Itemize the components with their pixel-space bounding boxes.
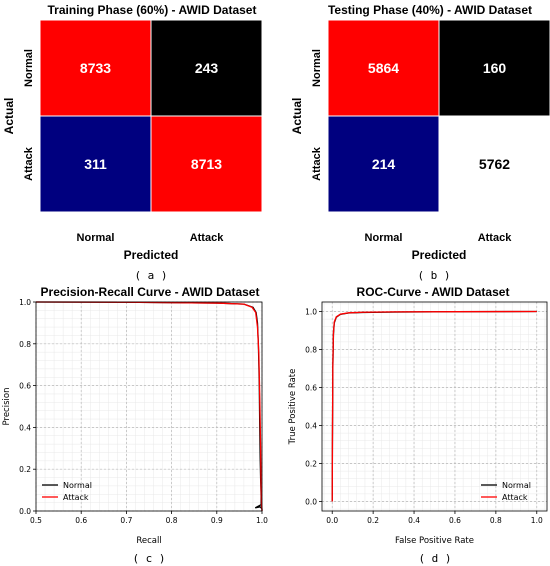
cm-cell (327, 19, 440, 117)
x-axis-label: False Positive Rate (395, 536, 474, 546)
legend-label: Attack (63, 493, 89, 502)
cm-value: 311 (84, 156, 107, 172)
x-axis-label: Recall (136, 536, 161, 546)
y-axis-label: Precision (2, 388, 12, 426)
series-line-normal (331, 310, 537, 502)
subfigure-caption: ( d ) (418, 552, 451, 565)
cm-ylabel: Actual (2, 98, 16, 135)
cm-cell (438, 115, 550, 213)
subfigure-caption: ( c ) (132, 552, 165, 565)
x-tick-label: 0.5 (30, 516, 42, 525)
y-tick-label: 1.0 (305, 308, 317, 317)
y-tick-label: 0.2 (305, 460, 317, 469)
subfigure-caption: ( a ) (134, 269, 167, 282)
cm-value: 160 (483, 60, 507, 76)
x-tick-label: 0.6 (449, 516, 461, 525)
series-line-normal (35, 301, 263, 511)
cm-ytick: Attack (311, 146, 323, 181)
cm-cell (327, 115, 440, 213)
x-tick-label: 0.8 (490, 516, 502, 525)
x-tick-label: 0.4 (408, 516, 420, 525)
legend-label: Normal (63, 481, 92, 490)
cm-value: 8713 (191, 156, 222, 172)
cm-value: 8733 (80, 60, 111, 76)
cm-xtick: Attack (478, 232, 513, 244)
plot-title: Precision-Recall Curve - AWID Dataset (41, 285, 260, 299)
cm-xlabel: Predicted (124, 248, 179, 262)
cm-ytick: Normal (23, 49, 35, 87)
y-tick-label: 0.2 (19, 465, 31, 474)
y-tick-label: 0.4 (19, 423, 31, 432)
cm-cell (39, 19, 152, 117)
legend-label: Normal (502, 481, 531, 490)
legend-label: Attack (502, 493, 528, 502)
cm-cell (438, 19, 550, 117)
cm-xtick: Normal (77, 232, 115, 244)
cm-value: 214 (372, 156, 396, 172)
plot-title: ROC-Curve - AWID Dataset (357, 285, 510, 299)
y-tick-label: 0.0 (19, 507, 31, 516)
y-tick-label: 1.0 (19, 298, 31, 307)
x-tick-label: 1.0 (256, 516, 268, 525)
cm-value: 243 (195, 60, 219, 76)
plot-frame (321, 301, 548, 512)
subfigure-caption: ( b ) (417, 269, 450, 282)
cm-value: 5864 (368, 60, 399, 76)
cm-xlabel: Predicted (412, 248, 467, 262)
series-line-attack (331, 310, 537, 502)
series-line-attack (35, 301, 263, 512)
plot-frame (35, 301, 263, 512)
y-tick-label: 0.4 (305, 422, 317, 431)
x-tick-label: 0.8 (166, 516, 178, 525)
x-tick-label: 0.7 (120, 516, 132, 525)
cm-ytick: Normal (311, 49, 323, 87)
y-tick-label: 0.8 (19, 340, 31, 349)
cm-cell (150, 115, 263, 213)
cm-xtick: Attack (190, 232, 225, 244)
x-tick-label: 1.0 (531, 516, 543, 525)
y-tick-label: 0.0 (305, 498, 317, 507)
y-tick-label: 0.6 (305, 384, 317, 393)
y-tick-label: 0.8 (305, 346, 317, 355)
x-tick-label: 0.6 (75, 516, 87, 525)
x-tick-label: 0.2 (367, 516, 379, 525)
cm-title: Testing Phase (40%) - AWID Dataset (328, 3, 532, 17)
cm-cell (150, 19, 263, 117)
cm-value: 5762 (479, 156, 510, 172)
y-tick-label: 0.6 (19, 382, 31, 391)
y-axis-label: True Positive Rate (288, 369, 298, 446)
cm-xtick: Normal (365, 232, 403, 244)
cm-ylabel: Actual (290, 98, 304, 135)
x-tick-label: 0.9 (211, 516, 223, 525)
cm-cell (39, 115, 152, 213)
x-tick-label: 0.0 (326, 516, 338, 525)
cm-title: Training Phase (60%) - AWID Dataset (48, 3, 257, 17)
cm-ytick: Attack (23, 146, 35, 181)
